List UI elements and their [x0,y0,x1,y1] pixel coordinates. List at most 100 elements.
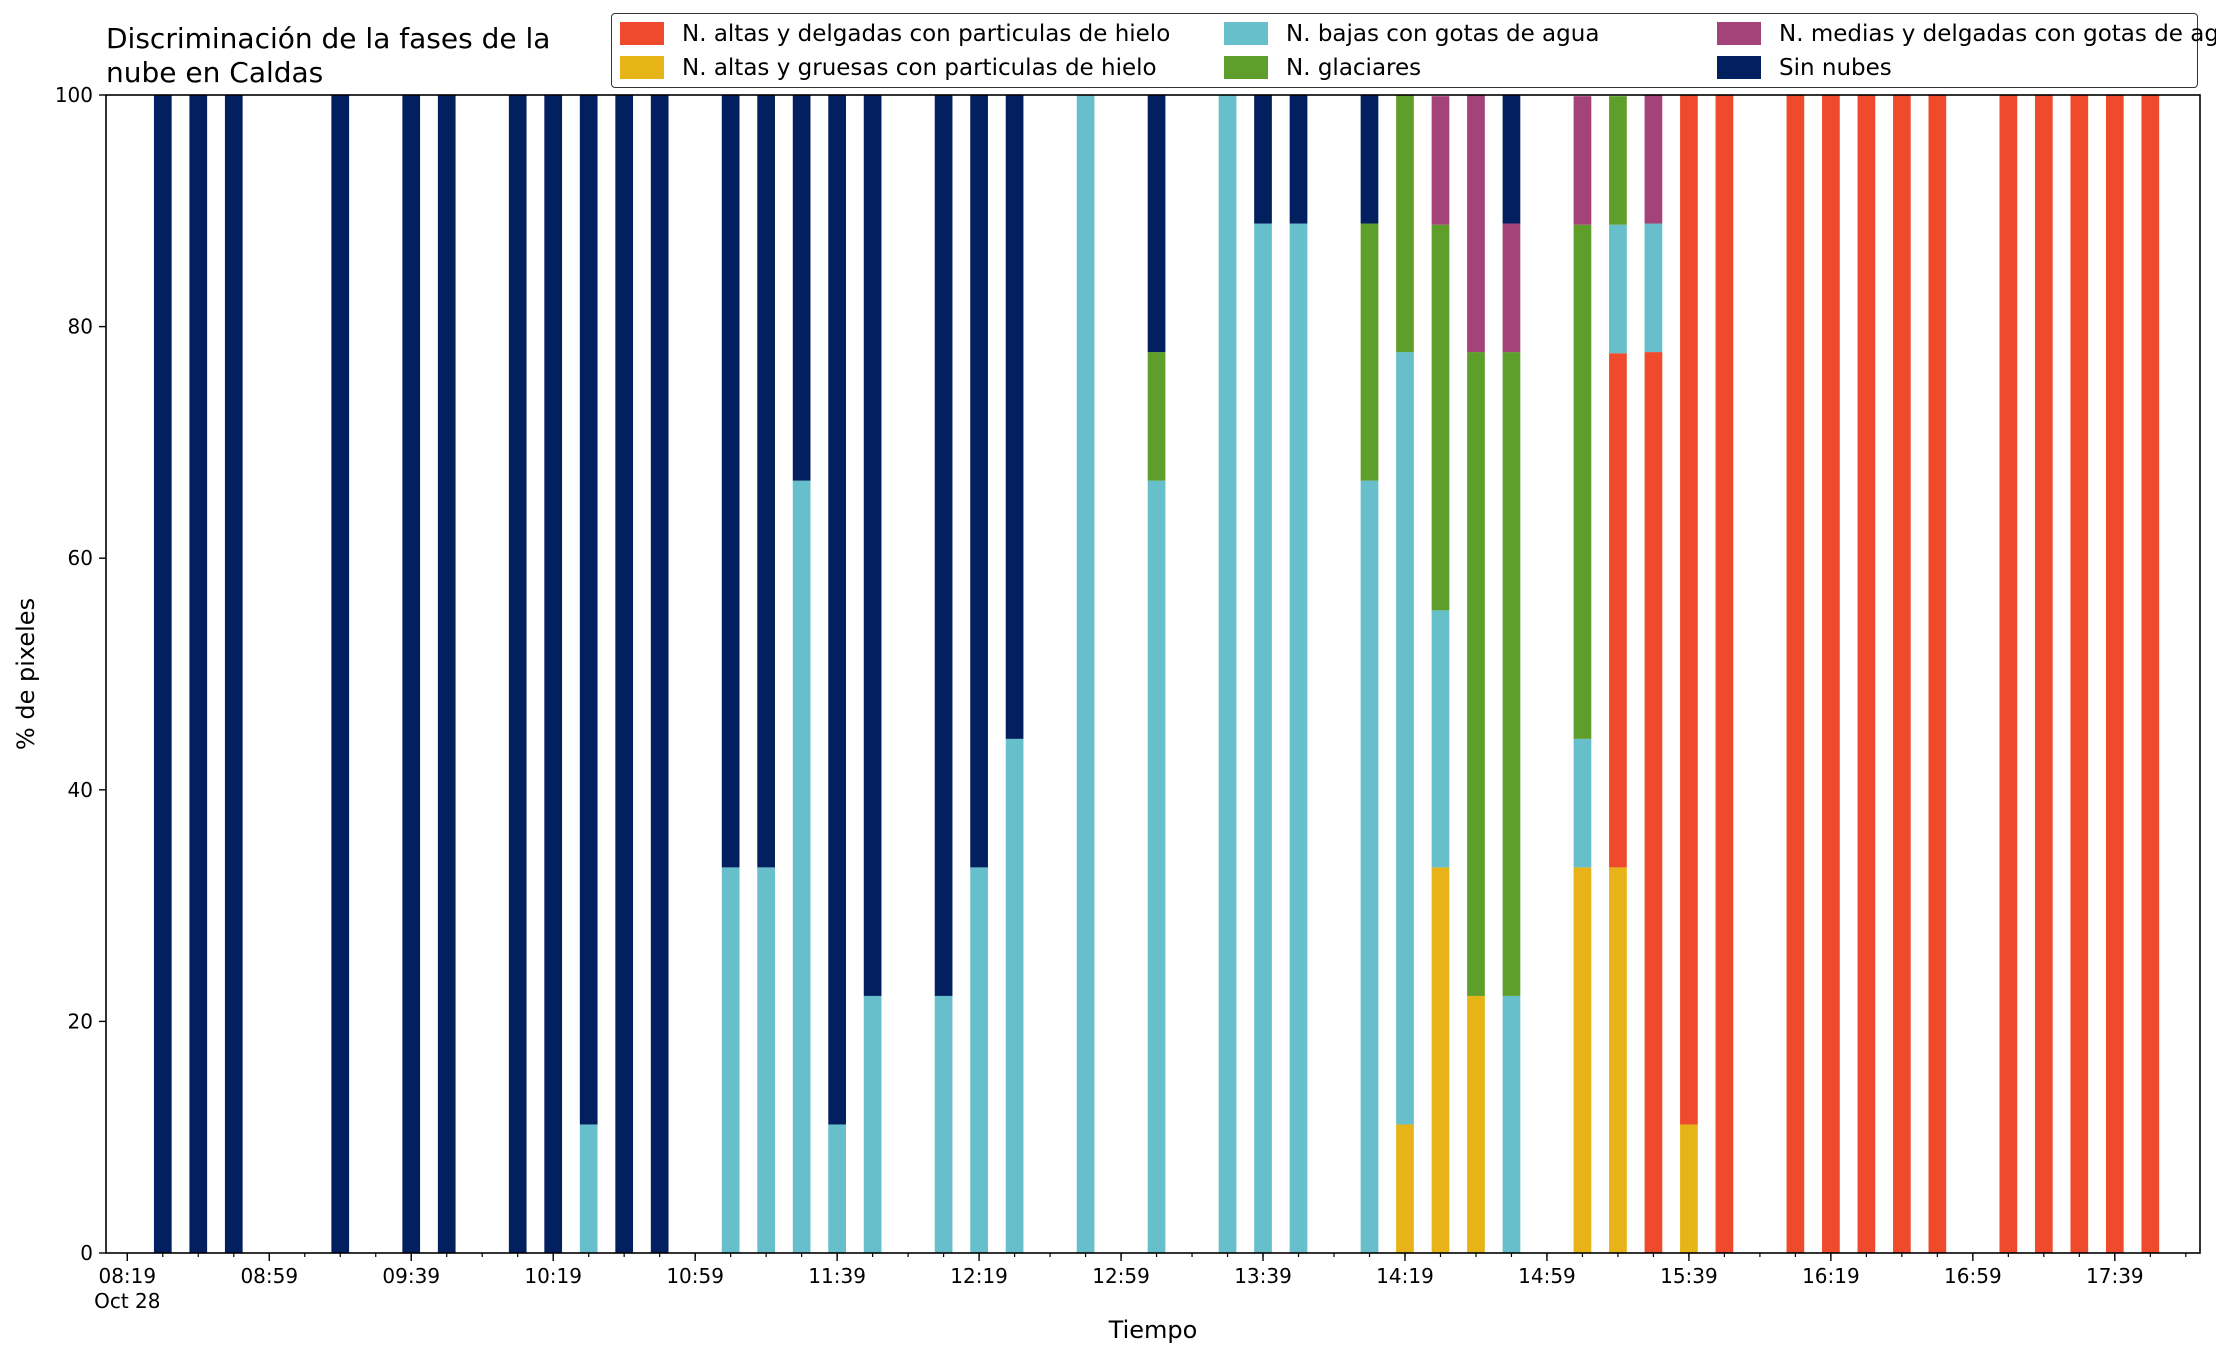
bar-segment-bajas [1218,95,1237,1253]
bar-segment-bajas [1502,995,1521,1253]
bar-segment-bajas [579,1124,598,1253]
bar-11:09 [721,95,740,1253]
bar-segment-altas_delgadas [1680,95,1698,1125]
bar-11:39 [828,95,846,1253]
bar-segment-bajas [934,995,953,1253]
bar-segment-sin_nubes [1502,95,1521,224]
x-tick-label: 13:39 [1234,1264,1292,1288]
chart-title-line-2: nube en Caldas [106,56,324,89]
bar-segment-bajas [792,480,811,1253]
bar-segment-sin_nubes [189,95,208,1253]
bar-12:29 [1005,95,1024,1253]
bar-13:49 [1289,95,1308,1253]
bar-segment-bajas [828,1124,846,1253]
bar-segment-medias [1431,96,1450,225]
bar-segment-sin_nubes [863,95,882,996]
bar-segment-sin_nubes [224,95,243,1253]
bar-segment-medias [1467,95,1485,353]
bar-17:39 [2105,95,2124,1253]
x-tick-label: 12:59 [1092,1264,1150,1288]
bar-segment-sin_nubes [544,95,563,1253]
legend-swatch [1717,56,1761,79]
bar-segment-sin_nubes [437,95,456,1253]
bar-segment-medias [1502,223,1521,353]
bar-13:29 [1218,95,1237,1253]
y-tick-label: 0 [80,1241,93,1265]
legend-swatch [1717,22,1761,45]
legend-label: N. medias y delgadas con gotas de agua [1779,21,2216,47]
x-tick-label: 08:59 [240,1264,298,1288]
x-tick-label: 15:39 [1660,1264,1718,1288]
bar-segment-altas_gruesas [1467,995,1485,1253]
x-tick-label: 10:59 [666,1264,724,1288]
bar-16:29 [1857,95,1876,1253]
bar-segment-bajas [721,867,740,1253]
bar-11:29 [792,95,811,1253]
bar-segment-sin_nubes [1005,95,1024,739]
bar-15:29 [1644,95,1663,1254]
bar-16:49 [1928,95,1947,1253]
bar-segment-glaciares [1502,352,1521,996]
bar-16:19 [1822,95,1840,1253]
x-tick-label: 16:59 [1944,1264,2002,1288]
x-tick-label: 09:39 [382,1264,440,1288]
bar-segment-sin_nubes [970,95,988,868]
bar-segment-glaciares [1609,96,1627,225]
bar-segment-sin_nubes [1360,95,1379,224]
x-tick-label: 10:19 [524,1264,582,1288]
x-axis-label: Tiempo [1108,1316,1198,1344]
bar-13:09 [1147,95,1166,1253]
bar-segment-medias [1573,96,1592,225]
x-tick-label: 14:59 [1518,1264,1576,1288]
bar-segment-glaciares [1147,352,1166,481]
bar-segment-bajas [1289,223,1308,1253]
bar-segment-medias [1644,95,1663,224]
bar-segment-altas_delgadas [1928,95,1947,1253]
x-tick-label: 17:39 [2086,1264,2144,1288]
bar-segment-bajas [1431,610,1450,868]
bar-segment-sin_nubes [1147,95,1166,353]
bar-10:49 [650,95,669,1253]
legend-label: N. altas y delgadas con particulas de hi… [682,21,1171,47]
bar-15:39 [1680,95,1698,1253]
bar-segment-altas_delgadas [1609,353,1627,868]
bar-12:09 [934,95,953,1253]
bar-segment-sin_nubes [615,95,634,1253]
bar-10:39 [615,95,634,1253]
bar-segment-bajas [1005,738,1024,1253]
legend-label: N. glaciares [1286,55,1422,81]
bar-segment-altas_delgadas [1999,95,2018,1253]
bar-segment-bajas [1076,95,1095,1253]
bar-segment-bajas [1644,223,1663,353]
legend: N. altas y delgadas con particulas de hi… [611,13,2216,88]
y-tick-label: 20 [68,1009,93,1033]
plot-frame [105,94,2201,1254]
bar-segment-glaciares [1360,223,1379,481]
bar-segment-altas_delgadas [1822,95,1840,1253]
bar-14:49 [1502,95,1521,1253]
bar-segment-bajas [1254,223,1272,1253]
bar-segment-altas_delgadas [1644,352,1663,1254]
bar-segment-altas_delgadas [2034,95,2053,1253]
bar-segment-altas_gruesas [1680,1124,1698,1253]
bar-segment-sin_nubes [579,95,598,1125]
legend-swatch [1224,56,1268,79]
bar-segment-bajas [757,867,775,1253]
bar-segment-altas_delgadas [2070,95,2089,1253]
bar-segment-sin_nubes [934,95,953,996]
bar-17:09 [1999,95,2018,1253]
legend-swatch [1224,22,1268,45]
x-tick-sublabel: Oct 28 [94,1289,160,1313]
bar-11:19 [757,95,775,1253]
bar-segment-bajas [1360,480,1379,1253]
bar-15:19 [1609,96,1627,1253]
bar-08:39 [189,95,208,1253]
bar-segment-glaciares [1573,224,1592,739]
bar-15:49 [1715,95,1734,1253]
bar-12:49 [1076,95,1095,1253]
bar-segment-bajas [863,995,882,1253]
bar-segment-sin_nubes [508,95,527,1253]
bar-14:29 [1431,96,1450,1253]
bar-segment-altas_delgadas [2105,95,2124,1253]
